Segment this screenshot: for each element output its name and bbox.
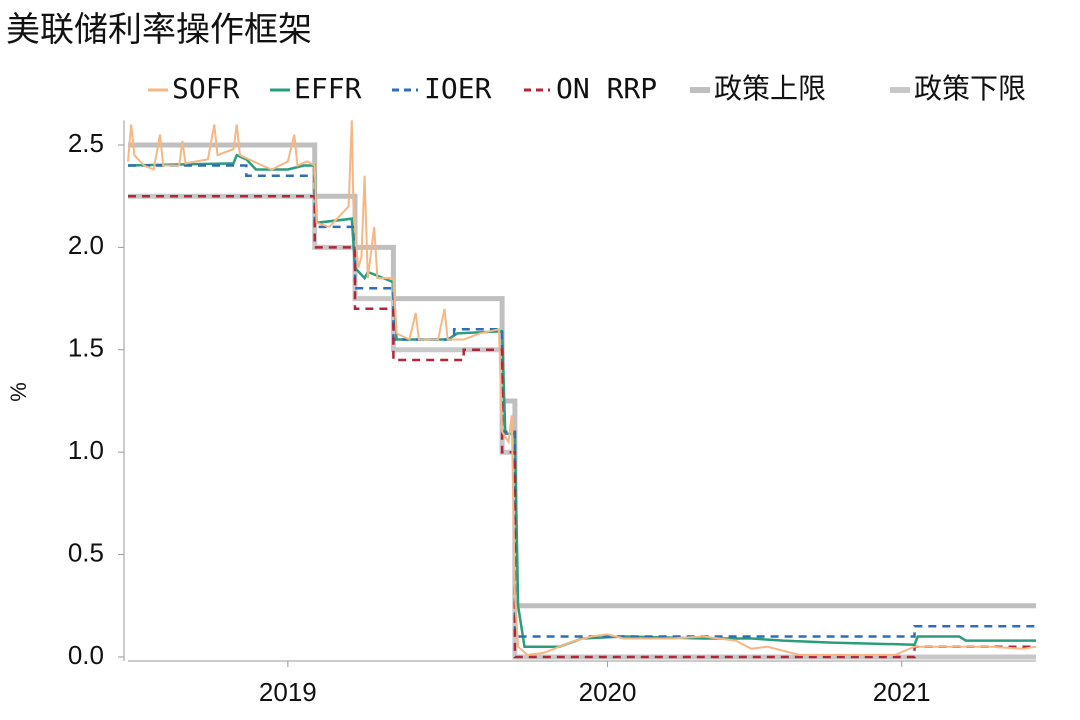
- series-line: [128, 194, 1036, 659]
- legend-label: IOER: [424, 72, 492, 105]
- y-tick-label: 1.0: [68, 435, 104, 465]
- x-tick-label: 2020: [579, 677, 637, 707]
- series-line: [128, 142, 1036, 609]
- series-line: [128, 193, 1036, 660]
- series-line: [128, 164, 1036, 638]
- legend-label: 政策下限: [914, 72, 1026, 105]
- legend-label: ON RRP: [556, 72, 657, 105]
- legend-label: 政策上限: [714, 72, 826, 105]
- x-tick-label: 2021: [873, 677, 931, 707]
- y-tick-label: 2.5: [68, 128, 104, 158]
- legend-label: EFFR: [294, 72, 362, 105]
- series-line: [127, 153, 1036, 648]
- chart-title: 美联储利率操作框架: [6, 10, 312, 50]
- x-tick-label: 2019: [259, 677, 317, 707]
- y-tick-label: 2.0: [68, 230, 104, 260]
- series-line: [127, 120, 1037, 656]
- y-axis-label: %: [6, 382, 31, 402]
- y-tick-label: 1.5: [68, 333, 104, 363]
- y-tick-label: 0.5: [68, 537, 104, 567]
- legend-label: SOFR: [172, 72, 240, 105]
- y-tick-label: 0.0: [68, 640, 104, 670]
